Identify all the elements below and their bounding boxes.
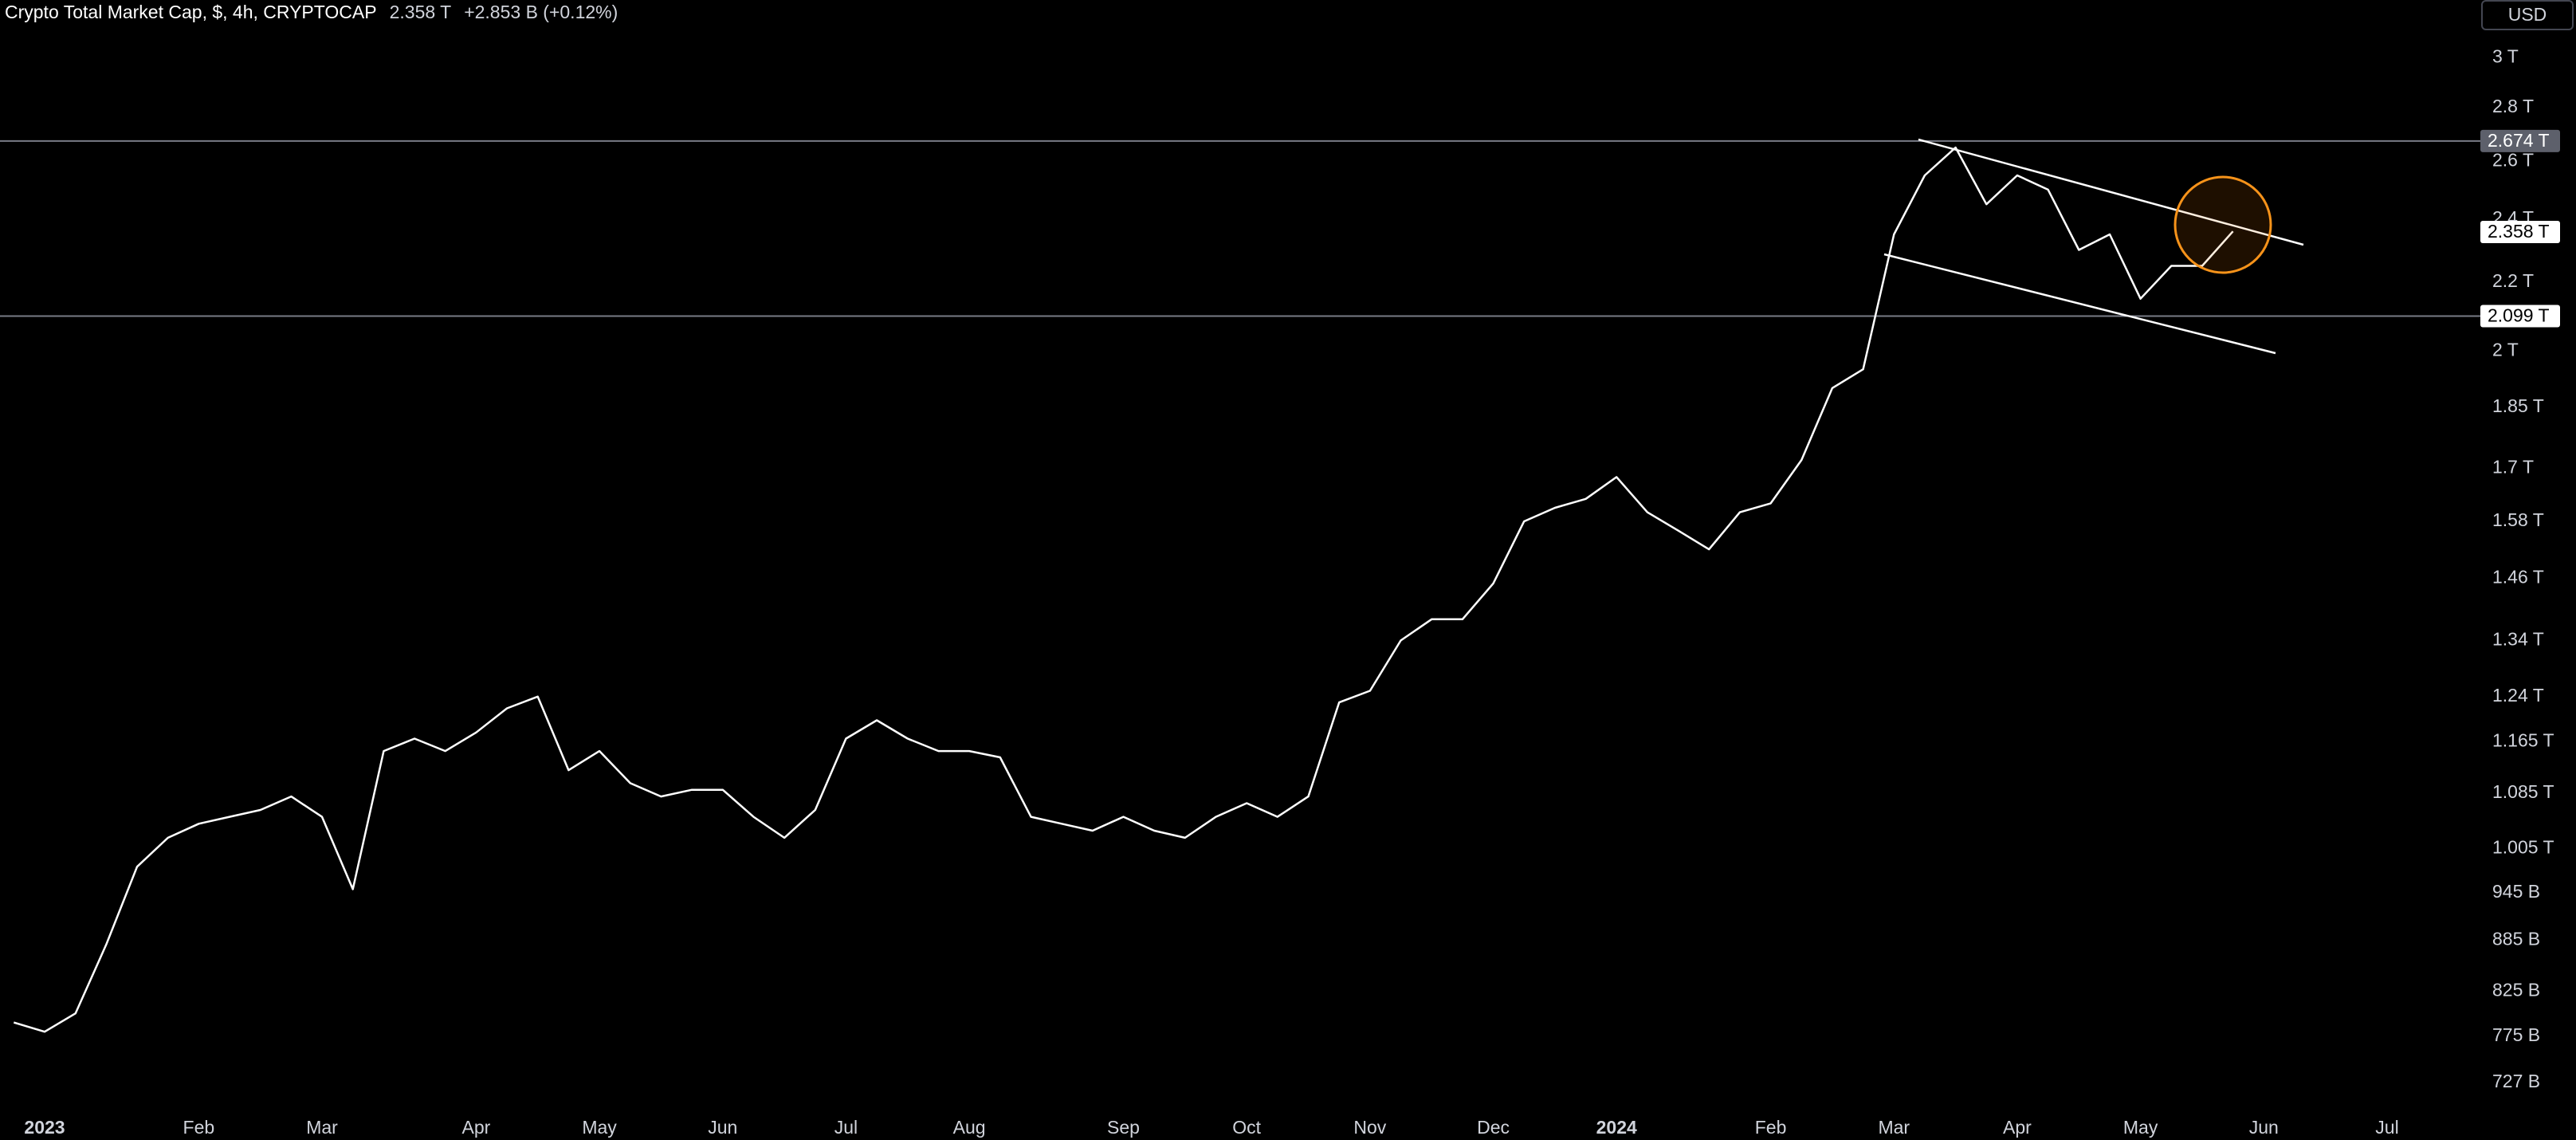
- price-line: [13, 146, 2234, 1033]
- hline-label: 2.674 T: [2488, 130, 2550, 151]
- x-tick-label: Oct: [1232, 1117, 1261, 1138]
- last-price-badge: [2480, 220, 2560, 243]
- y-tick-label: 1.46 T: [2492, 567, 2544, 588]
- y-tick-label: 1.58 T: [2492, 509, 2544, 530]
- y-tick-label: 2.2 T: [2492, 270, 2534, 291]
- x-tick-label: Sep: [1107, 1117, 1140, 1138]
- trendline-lower: [1883, 253, 2276, 355]
- symbol: Crypto Total Market Cap, $, 4h, CRYPTOCA…: [5, 2, 377, 22]
- x-tick-label: Aug: [953, 1117, 986, 1138]
- y-tick-label: 825 B: [2492, 979, 2540, 1000]
- highlight-circle: [2174, 175, 2272, 274]
- y-tick-label: 1.085 T: [2492, 781, 2554, 802]
- hline-badge: [2480, 305, 2560, 328]
- y-tick-label: 1.005 T: [2492, 836, 2554, 857]
- currency-button[interactable]: [2481, 0, 2574, 30]
- x-tick-label: 2023: [24, 1117, 65, 1138]
- y-tick-label: 2.8 T: [2492, 96, 2534, 116]
- x-tick-label: Nov: [1353, 1117, 1386, 1138]
- hline-badge: [2480, 129, 2560, 152]
- x-tick-label: Jul: [2375, 1117, 2398, 1138]
- last-price-label: 2.358 T: [2488, 221, 2550, 242]
- x-tick-label: Jun: [2249, 1117, 2279, 1138]
- x-tick-label: Dec: [1477, 1117, 1510, 1138]
- chart-title: Crypto Total Market Cap, $, 4h, CRYPTOCA…: [5, 2, 618, 22]
- currency-label[interactable]: USD: [2508, 4, 2547, 25]
- y-tick-label: 3 T: [2492, 46, 2519, 67]
- y-tick-label: 1.7 T: [2492, 457, 2534, 478]
- price: 2.358 T: [390, 2, 452, 22]
- y-tick-label: 945 B: [2492, 881, 2540, 902]
- x-tick-label: Apr: [461, 1117, 490, 1138]
- x-tick-label: Feb: [1755, 1117, 1787, 1138]
- y-tick-label: 727 B: [2492, 1071, 2540, 1091]
- x-tick-label: May: [582, 1117, 617, 1138]
- y-tick-label: 1.85 T: [2492, 395, 2544, 416]
- x-tick-label: Mar: [1878, 1117, 1910, 1138]
- hline-label: 2.099 T: [2488, 305, 2550, 326]
- y-tick-label: 2 T: [2492, 339, 2519, 360]
- y-tick-label: 2.6 T: [2492, 149, 2534, 170]
- x-tick-label: Mar: [306, 1117, 338, 1138]
- x-tick-label: 2024: [1596, 1117, 1637, 1138]
- change: +2.853 B (+0.12%): [464, 2, 618, 22]
- x-tick-label: May: [2123, 1117, 2158, 1138]
- y-tick-label: 885 B: [2492, 929, 2540, 949]
- y-tick-label: 1.24 T: [2492, 685, 2544, 706]
- x-tick-label: Jul: [834, 1117, 858, 1138]
- x-tick-label: Jun: [708, 1117, 737, 1138]
- y-tick-label: 1.165 T: [2492, 729, 2554, 750]
- y-tick-label: 775 B: [2492, 1024, 2540, 1045]
- y-tick-label: 1.34 T: [2492, 629, 2544, 650]
- x-tick-label: Apr: [2003, 1117, 2032, 1138]
- x-tick-label: Feb: [183, 1117, 215, 1138]
- trendline-upper: [1918, 138, 2304, 246]
